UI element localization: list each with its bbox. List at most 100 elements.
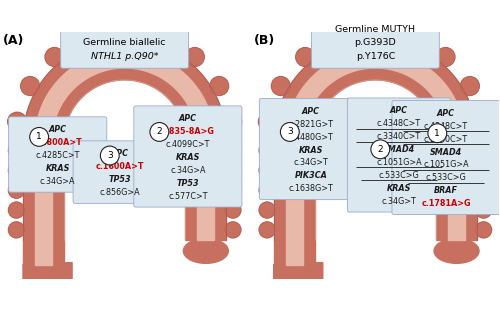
Circle shape [210, 77, 229, 95]
Circle shape [328, 29, 347, 48]
Text: c.4285C>T: c.4285C>T [36, 151, 80, 160]
Text: 3: 3 [287, 128, 292, 137]
Text: 1: 1 [434, 129, 440, 138]
Circle shape [8, 112, 26, 131]
Circle shape [476, 162, 492, 179]
Text: c.533C>G: c.533C>G [378, 171, 420, 180]
Polygon shape [448, 141, 465, 240]
Text: c.2821G>T: c.2821G>T [288, 120, 334, 129]
Text: c.577C>T: c.577C>T [168, 192, 207, 201]
Circle shape [223, 112, 242, 131]
Text: c.1638G>T: c.1638G>T [288, 184, 334, 193]
Polygon shape [274, 262, 323, 304]
Circle shape [225, 162, 241, 179]
Circle shape [474, 112, 492, 131]
Ellipse shape [173, 144, 180, 149]
FancyBboxPatch shape [8, 117, 107, 192]
Text: c.4348C>T: c.4348C>T [424, 122, 468, 131]
Text: c.3340C>T: c.3340C>T [424, 135, 468, 144]
Polygon shape [436, 141, 477, 240]
Ellipse shape [138, 172, 151, 181]
Text: c.34G>T: c.34G>T [382, 197, 416, 206]
Text: Germline MUTYH: Germline MUTYH [336, 25, 415, 34]
Text: NTHL1 p.Q90*: NTHL1 p.Q90* [91, 52, 158, 61]
FancyBboxPatch shape [134, 106, 242, 207]
FancyBboxPatch shape [260, 99, 362, 200]
Polygon shape [286, 51, 465, 141]
Text: p.G393D: p.G393D [354, 38, 396, 47]
Text: BRAF: BRAF [434, 186, 458, 195]
Circle shape [30, 128, 48, 146]
FancyBboxPatch shape [348, 98, 451, 212]
Circle shape [259, 222, 275, 238]
Circle shape [45, 48, 64, 67]
Circle shape [225, 202, 241, 218]
Text: c.34G>A: c.34G>A [40, 177, 76, 186]
FancyBboxPatch shape [60, 31, 188, 68]
Circle shape [404, 29, 422, 48]
Circle shape [476, 222, 492, 238]
Text: KRAS: KRAS [386, 184, 411, 193]
Polygon shape [35, 141, 52, 240]
Circle shape [259, 202, 275, 218]
Text: c.1600A>T: c.1600A>T [96, 162, 144, 171]
Circle shape [436, 48, 455, 67]
Text: c.4480G>T: c.4480G>T [288, 133, 334, 142]
Text: APC: APC [179, 114, 197, 123]
Text: c.533C>G: c.533C>G [426, 173, 467, 182]
FancyBboxPatch shape [73, 141, 166, 203]
Polygon shape [23, 262, 72, 304]
Ellipse shape [184, 239, 228, 263]
Text: (A): (A) [3, 34, 24, 47]
Polygon shape [23, 240, 64, 265]
Text: SMAD4: SMAD4 [430, 147, 462, 156]
Circle shape [280, 123, 299, 142]
Text: KRAS: KRAS [298, 146, 323, 155]
Text: TP53: TP53 [176, 179, 199, 188]
Text: (B): (B) [254, 34, 275, 47]
Polygon shape [23, 39, 226, 141]
Polygon shape [198, 141, 214, 240]
Polygon shape [186, 141, 226, 240]
Circle shape [296, 48, 314, 67]
Text: APC: APC [48, 125, 66, 134]
Circle shape [152, 29, 172, 48]
Polygon shape [35, 240, 52, 265]
Text: APC: APC [437, 109, 455, 118]
Polygon shape [274, 141, 314, 240]
Ellipse shape [434, 239, 479, 263]
Polygon shape [23, 141, 64, 240]
Circle shape [259, 182, 275, 198]
Text: KRAS: KRAS [46, 164, 70, 173]
Text: c.34G>A: c.34G>A [170, 166, 205, 175]
Circle shape [8, 162, 24, 179]
FancyBboxPatch shape [392, 100, 500, 215]
Circle shape [476, 142, 492, 159]
Text: SMAD4: SMAD4 [383, 145, 415, 154]
Circle shape [8, 142, 24, 159]
Circle shape [476, 202, 492, 218]
Text: APC: APC [110, 149, 128, 158]
Text: c.3340C>T: c.3340C>T [377, 132, 421, 141]
Text: p.Y176C: p.Y176C [356, 52, 395, 61]
Text: 3: 3 [107, 151, 112, 160]
Circle shape [186, 48, 204, 67]
Circle shape [8, 222, 24, 238]
Text: c.34G>T: c.34G>T [294, 158, 328, 167]
Circle shape [8, 202, 24, 218]
Text: APC: APC [390, 106, 408, 115]
Circle shape [259, 142, 275, 159]
Circle shape [371, 140, 390, 159]
Text: c.4348C>T: c.4348C>T [377, 119, 421, 128]
Circle shape [258, 112, 277, 131]
Text: c.1051G>A: c.1051G>A [376, 158, 422, 167]
Circle shape [272, 77, 290, 95]
Circle shape [428, 124, 446, 143]
Polygon shape [35, 51, 214, 141]
Ellipse shape [388, 167, 396, 173]
Circle shape [100, 146, 119, 165]
Text: c.1051G>A: c.1051G>A [423, 160, 469, 169]
Text: APC: APC [302, 107, 320, 116]
Circle shape [115, 22, 134, 41]
Polygon shape [286, 141, 302, 240]
